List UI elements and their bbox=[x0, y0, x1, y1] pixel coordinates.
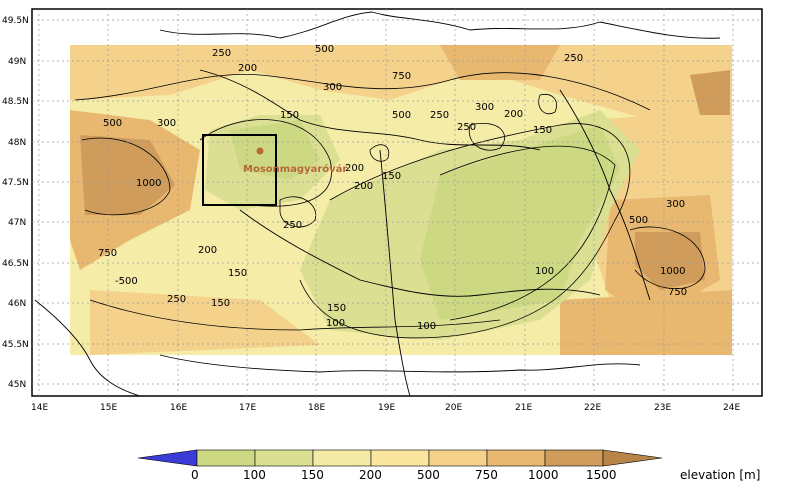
colorbar-tick-label: 750 bbox=[475, 468, 498, 482]
x-tick-label: 23E bbox=[654, 403, 671, 413]
colorbar-title: elevation [m] bbox=[680, 468, 760, 482]
contour-label: 250 bbox=[564, 53, 583, 64]
station-marker bbox=[256, 147, 264, 155]
y-tick-label: 48.5N bbox=[2, 97, 29, 107]
contour-label: 250 bbox=[430, 110, 449, 121]
x-tick-label: 14E bbox=[31, 403, 48, 413]
contour-label: 100 bbox=[535, 266, 554, 277]
contour-label: 250 bbox=[457, 122, 476, 133]
contour-label: 150 bbox=[533, 125, 552, 136]
contour-label: 300 bbox=[475, 102, 494, 113]
station-label: Mosonmagyaróvár bbox=[243, 163, 347, 175]
contour-label: 250 bbox=[212, 48, 231, 59]
colorbar-tick-label: 1500 bbox=[586, 468, 617, 482]
y-tick-label: 47N bbox=[8, 218, 26, 228]
country-borders bbox=[34, 11, 721, 397]
y-tick-label: 45.5N bbox=[2, 340, 29, 350]
y-tick-label: 49.5N bbox=[2, 16, 29, 26]
gridlines bbox=[32, 9, 762, 396]
contour-label: 750 bbox=[98, 248, 117, 259]
contour-label: 750 bbox=[668, 287, 687, 298]
contour-label: 750 bbox=[392, 71, 411, 82]
elevation-field bbox=[70, 45, 732, 355]
colorbar-segment bbox=[428, 449, 488, 467]
colorbar-segment bbox=[312, 449, 372, 467]
colorbar-tick-label: 100 bbox=[243, 468, 266, 482]
contour-label: 200 bbox=[354, 181, 373, 192]
contour-label: 300 bbox=[666, 199, 685, 210]
study-region-box bbox=[202, 134, 277, 206]
x-tick-label: 15E bbox=[100, 403, 117, 413]
contour-label: 150 bbox=[211, 298, 230, 309]
colorbar-segment bbox=[544, 449, 604, 467]
colorbar-segment bbox=[196, 449, 256, 467]
contour-label: 150 bbox=[382, 171, 401, 182]
colorbar-segment bbox=[370, 449, 430, 467]
x-tick-label: 16E bbox=[170, 403, 187, 413]
y-tick-label: 49N bbox=[8, 57, 26, 67]
y-tick-label: 47.5N bbox=[2, 178, 29, 188]
y-tick-label: 46N bbox=[8, 299, 26, 309]
x-tick-label: 20E bbox=[445, 403, 462, 413]
contour-label: 1000 bbox=[136, 178, 161, 189]
y-tick-label: 46.5N bbox=[2, 259, 29, 269]
y-axis: 49.5N 49N 48.5N 48N 47.5N 47N 46.5N 46N … bbox=[2, 16, 29, 390]
x-axis: 14E 15E 16E 17E 18E 19E 20E 21E 22E 23E … bbox=[31, 403, 740, 413]
colorbar: 0 100 150 200 500 750 1000 1500 elevatio… bbox=[137, 449, 760, 482]
contour-label: 500 bbox=[392, 110, 411, 121]
contour-label: 250 bbox=[167, 294, 186, 305]
y-tick-label: 48N bbox=[8, 138, 26, 148]
colorbar-tick-label: 150 bbox=[301, 468, 324, 482]
x-tick-label: 17E bbox=[239, 403, 256, 413]
colorbar-tick-label: 1000 bbox=[528, 468, 559, 482]
y-tick-label: 45N bbox=[8, 380, 26, 390]
contour-label: 250 bbox=[283, 220, 302, 231]
contour-label: 200 bbox=[198, 245, 217, 256]
colorbar-segment bbox=[486, 449, 546, 467]
x-tick-label: 18E bbox=[308, 403, 325, 413]
contour-labels: 250 500 200 300 750 250 1000 500 250 300… bbox=[98, 44, 687, 332]
contour-label: 200 bbox=[238, 63, 257, 74]
contour-label: 500 bbox=[315, 44, 334, 55]
colorbar-tick-label: 0 bbox=[191, 468, 199, 482]
colorbar-segment bbox=[254, 449, 314, 467]
contour-label: 100 bbox=[326, 318, 345, 329]
contour-label: 150 bbox=[327, 303, 346, 314]
contour-label: 200 bbox=[345, 163, 364, 174]
contour-label: -500 bbox=[115, 276, 138, 287]
contour-label: 150 bbox=[280, 110, 299, 121]
contour-label: 200 bbox=[504, 109, 523, 120]
contour-label: 300 bbox=[157, 118, 176, 129]
colorbar-tick-label: 500 bbox=[417, 468, 440, 482]
x-tick-label: 21E bbox=[515, 403, 532, 413]
contour-label: 1000 bbox=[660, 266, 685, 277]
colorbar-upper-triangle bbox=[602, 449, 663, 467]
colorbar-tick-label: 200 bbox=[359, 468, 382, 482]
colorbar-lower-triangle bbox=[137, 449, 198, 467]
x-tick-label: 19E bbox=[378, 403, 395, 413]
contour-label: 150 bbox=[228, 268, 247, 279]
x-tick-label: 24E bbox=[723, 403, 740, 413]
contour-label: 100 bbox=[417, 321, 436, 332]
contour-label: 500 bbox=[103, 118, 122, 129]
contour-label: 300 bbox=[323, 82, 342, 93]
contour-label: 500 bbox=[629, 215, 648, 226]
x-tick-label: 22E bbox=[584, 403, 601, 413]
